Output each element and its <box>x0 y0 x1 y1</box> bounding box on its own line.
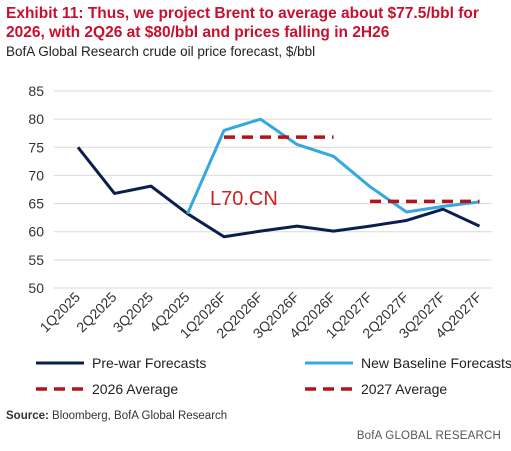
source-text: Bloomberg, BofA Global Research <box>48 410 228 422</box>
y-tick-label: 55 <box>28 252 44 268</box>
y-tick-label: 75 <box>28 139 44 155</box>
watermark-text: L70.CN <box>210 188 278 210</box>
legend-label: 2026 Average <box>92 381 178 397</box>
y-tick-label: 70 <box>28 167 44 183</box>
y-tick-label: 80 <box>28 111 44 127</box>
legend-label: New Baseline Forecasts <box>361 355 511 371</box>
y-tick-label: 65 <box>28 196 44 212</box>
source-label: Source: <box>6 410 49 422</box>
series-line-new-baseline-forecasts <box>186 117 480 215</box>
y-tick-label: 60 <box>28 224 44 240</box>
legend-label: Pre-war Forecasts <box>92 355 206 371</box>
source-note: Source: Bloomberg, BofA Global Research <box>6 410 227 422</box>
chart-title: Exhibit 11: Thus, we project Brent to av… <box>6 5 479 41</box>
legend-label: 2027 Average <box>361 381 447 397</box>
series-line-pre-war-forecasts <box>76 146 481 239</box>
y-tick-label: 50 <box>28 280 44 296</box>
y-tick-label: 85 <box>28 83 44 99</box>
brand-footer: BofA GLOBAL RESEARCH <box>356 430 501 442</box>
chart-subtitle: BofA Global Research crude oil price for… <box>6 44 316 59</box>
